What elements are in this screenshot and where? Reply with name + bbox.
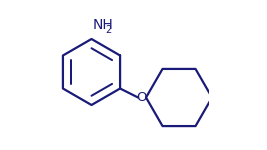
Text: NH: NH (93, 18, 114, 32)
Text: 2: 2 (106, 25, 112, 35)
Text: O: O (137, 91, 147, 104)
